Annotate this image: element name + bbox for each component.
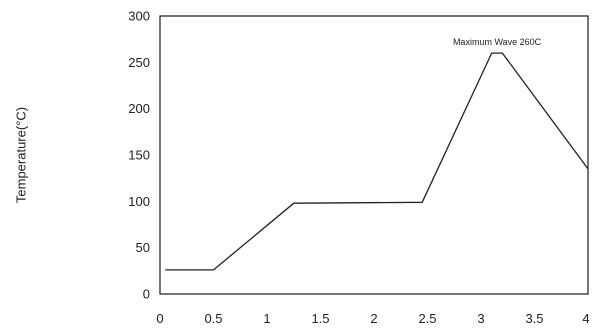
x-tick-label: 4 [582, 311, 589, 326]
x-tick-labels: 0 0.5 1 1.5 2 2.5 3 3.5 4 [156, 311, 589, 326]
x-tick-label: 1 [263, 311, 270, 326]
max-wave-annotation: Maximum Wave 260C [453, 37, 542, 47]
y-tick-labels: 0 50 100 150 200 250 300 [128, 9, 150, 302]
plot-area-frame [159, 15, 589, 295]
y-tick-label: 100 [128, 194, 150, 209]
y-tick-label: 0 [143, 287, 150, 302]
y-tick-label: 50 [136, 240, 150, 255]
x-tick-label: 0.5 [204, 311, 222, 326]
y-tick-label: 250 [128, 55, 150, 70]
x-tick-label: 3.5 [525, 311, 543, 326]
y-tick-label: 300 [128, 9, 150, 24]
x-tick-label: 2.5 [418, 311, 436, 326]
y-axis-title: Temperature(°C) [13, 107, 28, 203]
x-tick-label: 2 [370, 311, 377, 326]
x-tick-label: 1.5 [311, 311, 329, 326]
x-tick-label: 3 [477, 311, 484, 326]
x-tick-label: 0 [156, 311, 163, 326]
y-tick-label: 200 [128, 101, 150, 116]
y-tick-label: 150 [128, 148, 150, 163]
temperature-series-line [165, 52, 589, 271]
